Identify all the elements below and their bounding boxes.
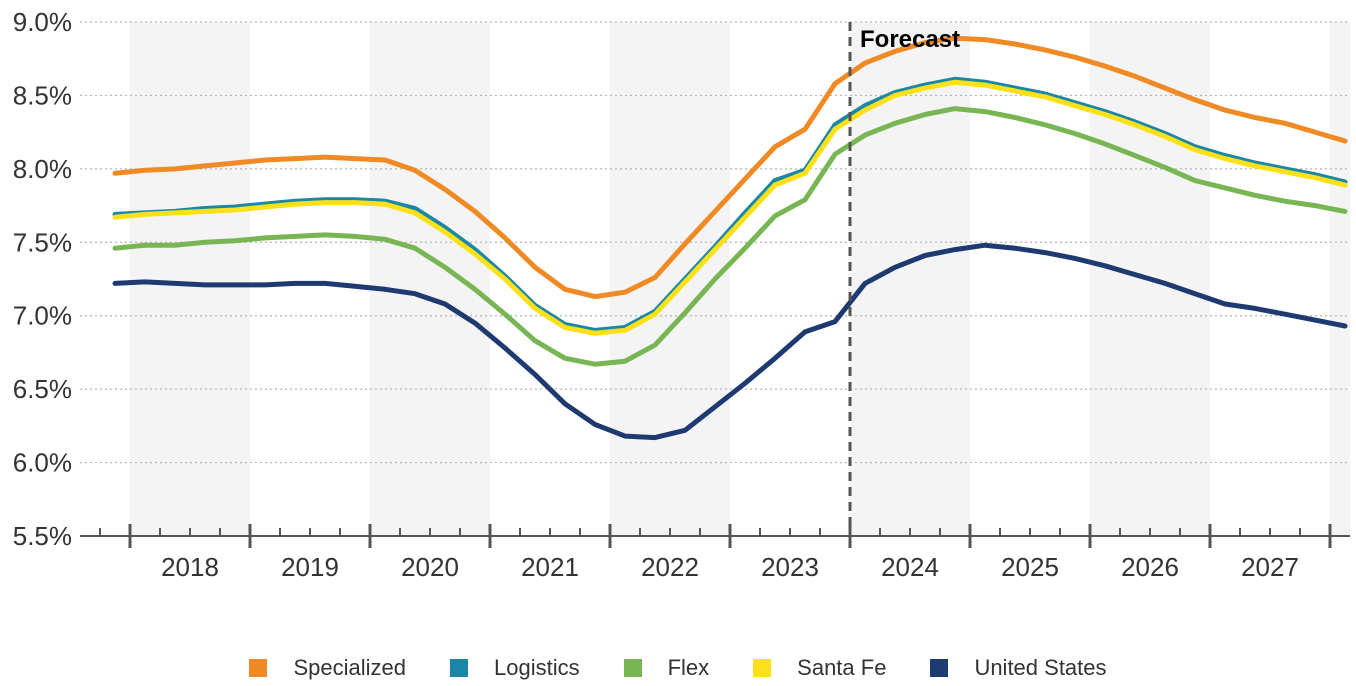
- series-line-united-states: [112, 242, 1348, 441]
- y-tick-label: 7.0%: [13, 301, 72, 331]
- legend-label: Santa Fe: [797, 655, 887, 680]
- legend-swatch: [930, 659, 949, 677]
- y-tick-label: 9.0%: [13, 7, 72, 37]
- series-line-flex: [112, 106, 1348, 367]
- year-band: [130, 22, 250, 536]
- x-axis: 2018 2019 2020 2021 2022 2023 2024 2025 2026 2027: [80, 524, 1350, 582]
- x-tick-label: 2019: [281, 552, 339, 582]
- x-tick-label: 2022: [641, 552, 699, 582]
- year-band: [370, 22, 490, 536]
- legend-item-santa-fe[interactable]: Santa Fe: [753, 655, 886, 681]
- series-lines: [112, 35, 1348, 441]
- legend-item-flex[interactable]: Flex: [623, 655, 710, 681]
- x-tick-label: 2021: [521, 552, 579, 582]
- x-tick-label: 2020: [401, 552, 459, 582]
- year-band: [610, 22, 730, 536]
- legend-item-logistics[interactable]: Logistics: [450, 655, 580, 681]
- series-line-specialized: [112, 35, 1348, 300]
- legend-label: Specialized: [293, 655, 406, 680]
- legend-swatch: [623, 659, 642, 677]
- x-tick-label: 2023: [761, 552, 819, 582]
- gridlines: [80, 21, 1350, 464]
- chart: 5.5%6.0%6.5%7.0%7.5%8.0%8.5%9.0% 2018 201…: [13, 7, 1350, 582]
- x-tick-label: 2026: [1121, 552, 1179, 582]
- y-tick-label: 8.0%: [13, 154, 72, 184]
- legend: Specialized Logistics Flex Santa Fe Unit…: [0, 650, 1356, 686]
- y-tick-label: 6.5%: [13, 374, 72, 404]
- x-tick-label: 2027: [1241, 552, 1299, 582]
- year-bands: [130, 22, 1350, 536]
- legend-swatch: [249, 659, 268, 677]
- forecast-marker: Forecast: [848, 22, 960, 536]
- legend-item-united-states[interactable]: United States: [930, 655, 1107, 681]
- legend-swatch: [450, 659, 468, 677]
- legend-label: Flex: [667, 655, 710, 680]
- x-tick-label: 2018: [161, 552, 219, 582]
- y-tick-label: 5.5%: [13, 521, 72, 551]
- legend-label: United States: [974, 655, 1107, 680]
- y-tick-label: 6.0%: [13, 448, 72, 478]
- legend-item-specialized[interactable]: Specialized: [249, 655, 406, 681]
- x-tick-label: 2025: [1001, 552, 1059, 582]
- year-band: [1330, 22, 1350, 536]
- series-line-santa-fe: [112, 79, 1348, 336]
- y-axis-labels: 5.5% 6.0% 6.5% 7.0% 7.5% 8.0% 8.5% 9.0%: [13, 7, 72, 551]
- forecast-label: Forecast: [860, 26, 960, 53]
- legend-swatch: [753, 659, 772, 677]
- y-tick-label: 7.5%: [13, 227, 72, 257]
- legend-label: Logistics: [494, 655, 580, 680]
- y-tick-label: 8.5%: [13, 80, 72, 110]
- x-tick-label: 2024: [881, 552, 939, 582]
